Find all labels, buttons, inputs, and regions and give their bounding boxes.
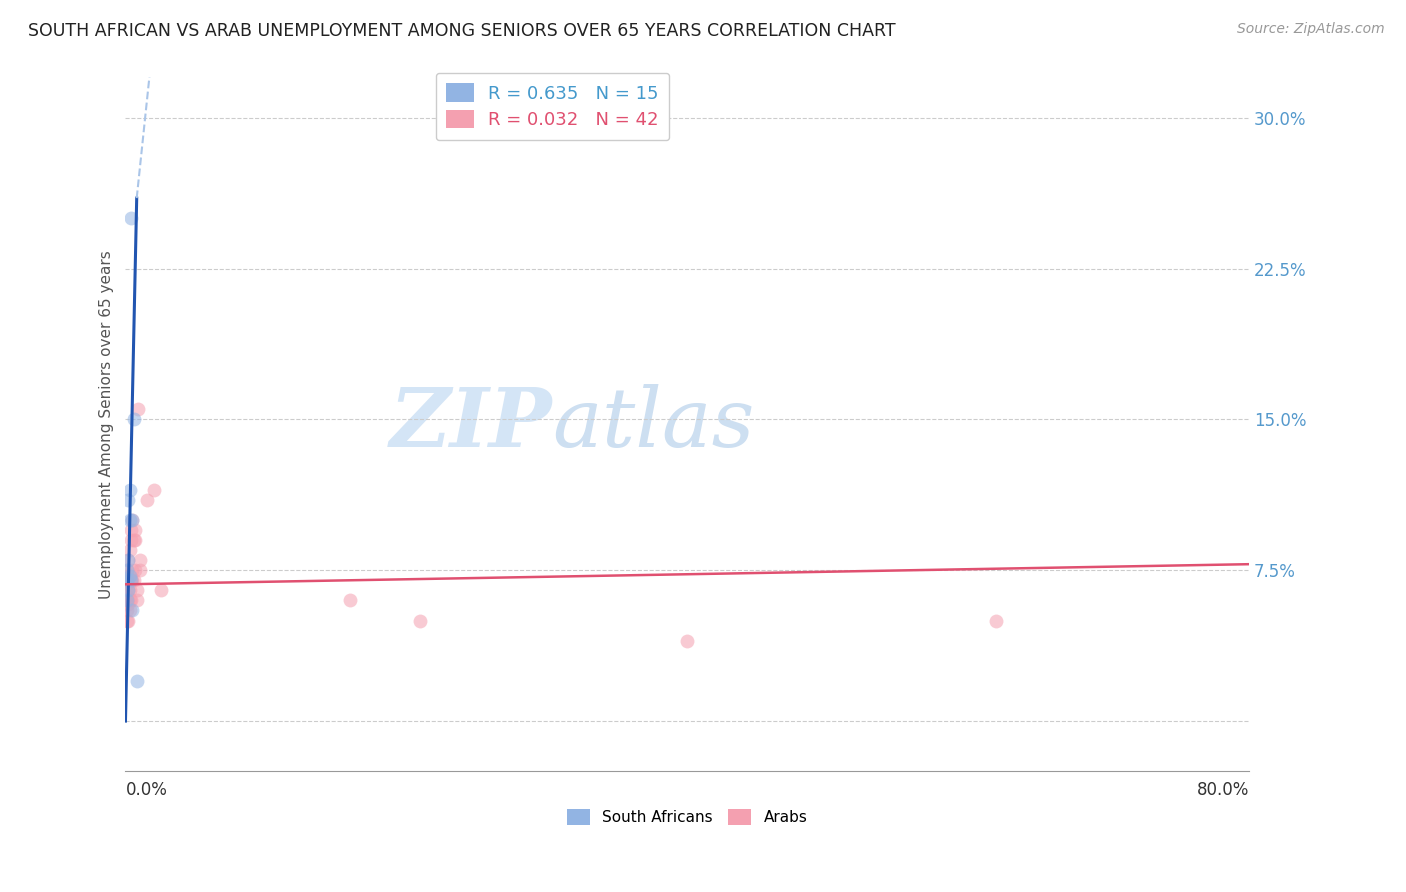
Point: [125, 583, 148, 598]
Point: [120, 593, 142, 607]
Point: [120, 574, 142, 588]
Point: [120, 533, 142, 547]
Point: [117, 574, 139, 588]
Point: [118, 569, 141, 583]
Point: [128, 553, 150, 567]
Point: [121, 513, 143, 527]
Point: [117, 553, 139, 567]
Point: [124, 533, 146, 547]
Point: [121, 513, 143, 527]
Point: [120, 211, 142, 226]
Point: [121, 574, 143, 588]
Point: [676, 633, 699, 648]
Point: [115, 577, 138, 591]
Point: [117, 583, 139, 598]
Point: [118, 513, 141, 527]
Point: [115, 590, 138, 604]
Point: [115, 593, 138, 607]
Point: [118, 483, 141, 497]
Point: [117, 593, 139, 607]
Legend: South Africans, Arabs: South Africans, Arabs: [560, 802, 815, 833]
Point: [128, 563, 150, 577]
Point: [125, 673, 148, 688]
Point: [115, 603, 138, 617]
Point: [115, 563, 138, 577]
Point: [120, 523, 142, 537]
Point: [117, 492, 139, 507]
Point: [125, 593, 148, 607]
Text: 0.0%: 0.0%: [125, 781, 167, 799]
Point: [117, 569, 139, 583]
Text: 80.0%: 80.0%: [1197, 781, 1249, 799]
Point: [115, 574, 138, 588]
Point: [118, 569, 141, 583]
Point: [339, 593, 361, 607]
Text: atlas: atlas: [553, 384, 755, 465]
Point: [117, 614, 139, 628]
Point: [122, 412, 145, 426]
Point: [117, 553, 139, 567]
Point: [117, 598, 139, 612]
Point: [121, 603, 143, 617]
Point: [986, 614, 1008, 628]
Point: [409, 614, 432, 628]
Y-axis label: Unemployment Among Seniors over 65 years: Unemployment Among Seniors over 65 years: [100, 250, 114, 599]
Point: [127, 402, 149, 417]
Point: [135, 492, 157, 507]
Point: [115, 563, 138, 577]
Point: [122, 533, 145, 547]
Point: [124, 523, 146, 537]
Point: [118, 603, 141, 617]
Text: ZIP: ZIP: [389, 384, 553, 465]
Point: [122, 574, 145, 588]
Point: [120, 574, 142, 588]
Point: [149, 583, 172, 598]
Point: [142, 483, 165, 497]
Text: Source: ZipAtlas.com: Source: ZipAtlas.com: [1237, 22, 1385, 37]
Point: [118, 593, 141, 607]
Point: [124, 563, 146, 577]
Point: [118, 583, 141, 598]
Point: [117, 583, 139, 598]
Point: [118, 543, 141, 558]
Point: [115, 614, 138, 628]
Point: [115, 574, 138, 588]
Point: [121, 563, 143, 577]
Text: SOUTH AFRICAN VS ARAB UNEMPLOYMENT AMONG SENIORS OVER 65 YEARS CORRELATION CHART: SOUTH AFRICAN VS ARAB UNEMPLOYMENT AMONG…: [28, 22, 896, 40]
